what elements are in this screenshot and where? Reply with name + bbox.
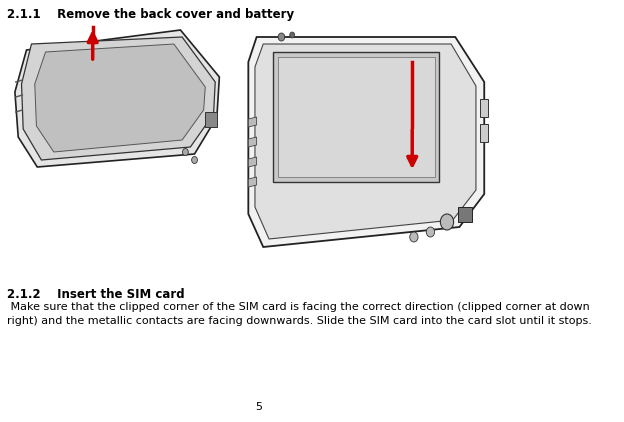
Polygon shape: [255, 44, 476, 239]
Polygon shape: [248, 177, 256, 187]
Text: 2.1.2    Insert the SIM card: 2.1.2 Insert the SIM card: [7, 288, 184, 301]
Circle shape: [426, 227, 434, 237]
Polygon shape: [278, 57, 434, 177]
Polygon shape: [248, 157, 256, 167]
Circle shape: [183, 149, 188, 155]
Polygon shape: [248, 117, 256, 127]
Circle shape: [410, 232, 418, 242]
Text: 2.1.1    Remove the back cover and battery: 2.1.1 Remove the back cover and battery: [7, 8, 294, 21]
Polygon shape: [205, 112, 217, 127]
Polygon shape: [35, 44, 205, 152]
Polygon shape: [458, 207, 472, 222]
Text: Make sure that the clipped corner of the SIM card is facing the correct directio: Make sure that the clipped corner of the…: [7, 302, 590, 312]
Polygon shape: [248, 137, 256, 147]
Circle shape: [192, 157, 197, 163]
Polygon shape: [21, 37, 215, 160]
Text: right) and the metallic contacts are facing downwards. Slide the SIM card into t: right) and the metallic contacts are fac…: [7, 316, 592, 326]
Polygon shape: [248, 37, 484, 247]
Polygon shape: [480, 99, 489, 117]
Polygon shape: [273, 52, 439, 182]
Circle shape: [441, 214, 454, 230]
Polygon shape: [15, 30, 220, 167]
Polygon shape: [480, 124, 489, 142]
Circle shape: [278, 33, 285, 41]
Text: 5: 5: [255, 402, 261, 412]
Circle shape: [290, 32, 295, 38]
